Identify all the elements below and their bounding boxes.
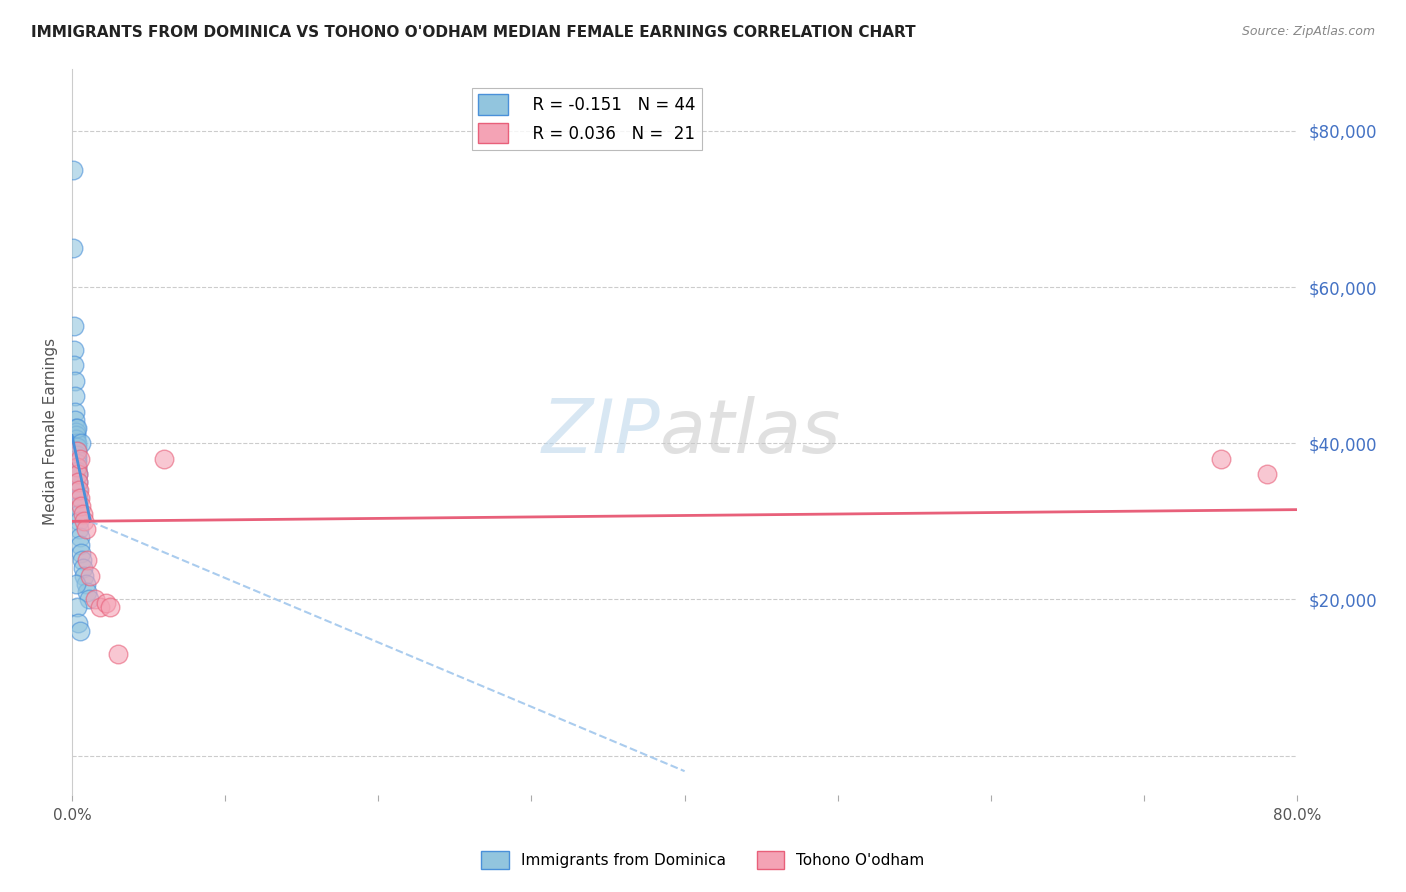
Point <box>69 451 91 466</box>
Point <box>66 444 89 458</box>
Point <box>72 507 94 521</box>
Point <box>70 436 93 450</box>
Point <box>75 576 97 591</box>
Point <box>69 538 91 552</box>
Point <box>76 553 98 567</box>
Point <box>67 522 90 536</box>
Point <box>66 475 89 490</box>
Point <box>65 436 87 450</box>
Point <box>65 440 87 454</box>
Point <box>67 491 90 505</box>
Text: atlas: atlas <box>659 395 841 467</box>
Point <box>65 600 87 615</box>
Point <box>66 459 89 474</box>
Point <box>67 499 90 513</box>
Point <box>1256 467 1278 482</box>
Point <box>65 444 87 458</box>
Point <box>63 343 86 357</box>
Point <box>65 420 87 434</box>
Y-axis label: Median Female Earnings: Median Female Earnings <box>44 338 58 525</box>
Point <box>89 600 111 615</box>
Point <box>67 483 90 497</box>
Legend: Immigrants from Dominica, Tohono O'odham: Immigrants from Dominica, Tohono O'odham <box>475 845 931 875</box>
Point <box>94 596 117 610</box>
Point <box>66 459 89 474</box>
Point <box>72 561 94 575</box>
Point <box>66 451 89 466</box>
Point <box>67 507 90 521</box>
Point <box>1209 451 1232 466</box>
Point <box>70 553 93 567</box>
Point <box>70 545 93 559</box>
Point <box>77 592 100 607</box>
Point <box>107 647 129 661</box>
Point <box>98 600 121 615</box>
Point <box>66 456 89 470</box>
Point <box>70 499 93 513</box>
Point <box>73 569 96 583</box>
Point <box>79 569 101 583</box>
Point <box>65 433 87 447</box>
Legend:   R = -0.151   N = 44,   R = 0.036   N =  21: R = -0.151 N = 44, R = 0.036 N = 21 <box>471 87 702 150</box>
Point <box>66 467 89 482</box>
Point <box>153 451 176 466</box>
Point <box>69 624 91 638</box>
Point <box>66 448 89 462</box>
Point <box>62 319 84 334</box>
Point <box>65 413 87 427</box>
Point <box>65 425 87 439</box>
Point <box>73 514 96 528</box>
Point <box>67 514 90 528</box>
Point <box>69 491 91 505</box>
Point <box>69 530 91 544</box>
Point <box>67 475 90 490</box>
Point <box>66 420 89 434</box>
Point <box>65 405 87 419</box>
Point <box>66 467 89 482</box>
Point <box>66 464 89 478</box>
Point <box>63 358 86 372</box>
Point <box>75 522 97 536</box>
Point <box>67 615 90 630</box>
Point <box>67 483 90 497</box>
Point <box>84 592 107 607</box>
Point <box>63 389 86 403</box>
Point <box>62 241 84 255</box>
Text: ZIP: ZIP <box>541 395 659 467</box>
Point <box>76 584 98 599</box>
Point <box>65 428 87 442</box>
Text: Source: ZipAtlas.com: Source: ZipAtlas.com <box>1241 25 1375 38</box>
Point <box>65 576 87 591</box>
Point <box>62 163 84 178</box>
Text: IMMIGRANTS FROM DOMINICA VS TOHONO O'ODHAM MEDIAN FEMALE EARNINGS CORRELATION CH: IMMIGRANTS FROM DOMINICA VS TOHONO O'ODH… <box>31 25 915 40</box>
Point <box>63 374 86 388</box>
